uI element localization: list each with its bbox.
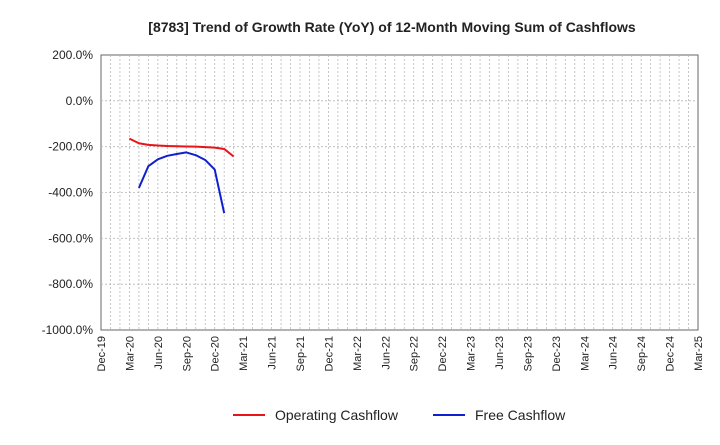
series-line-operating-cashflow [128, 137, 235, 158]
x-tick-label: Sep-24 [636, 336, 648, 371]
x-tick-label: Mar-22 [352, 336, 364, 371]
legend-label: Free Cashflow [475, 407, 566, 423]
chart-title: [8783] Trend of Growth Rate (YoY) of 12-… [148, 19, 636, 35]
x-tick-label: Mar-21 [238, 336, 250, 371]
x-tick-label: Dec-20 [210, 336, 222, 371]
x-tick-label: Dec-19 [96, 336, 108, 371]
x-tick-label: Sep-22 [409, 336, 421, 371]
x-tick-label: Dec-21 [323, 336, 335, 371]
x-tick-label: Mar-23 [466, 336, 478, 371]
x-axis: Dec-19 Mar-20 Jun-20 Sep-20 Dec-20 Mar-21 Jun-… [96, 336, 705, 371]
y-tick-label: -1000.0% [42, 323, 94, 337]
legend-item: Free Cashflow [433, 407, 566, 423]
x-tick-label: Dec-23 [551, 336, 563, 371]
x-tick-label: Jun-20 [153, 336, 165, 370]
x-tick-label: Jun-22 [380, 336, 392, 370]
y-tick-label: -400.0% [48, 186, 93, 200]
y-tick-label: 200.0% [52, 48, 93, 62]
y-tick-label: 0.0% [66, 94, 94, 108]
x-tick-label: Jun-24 [608, 336, 620, 370]
y-tick-label: -800.0% [48, 277, 93, 291]
series-line-free-cashflow [137, 151, 226, 214]
x-tick-label: Sep-23 [522, 336, 534, 371]
x-tick-label: Dec-22 [437, 336, 449, 371]
x-tick-label: Mar-20 [124, 336, 136, 371]
x-tick-label: Mar-25 [693, 336, 705, 371]
x-tick-label: Mar-24 [579, 336, 591, 371]
y-axis: 200.0% 0.0% -200.0% -400.0% -600.0% -800.0% -1… [42, 48, 94, 337]
legend: Operating Cashflow Free Cashflow [233, 407, 566, 423]
series-lines [128, 137, 235, 214]
y-tick-label: -200.0% [48, 140, 93, 154]
x-tick-label: Sep-21 [295, 336, 307, 371]
y-tick-label: -600.0% [48, 231, 93, 245]
x-tick-label: Dec-24 [665, 336, 677, 371]
x-tick-label: Sep-20 [181, 336, 193, 371]
legend-label: Operating Cashflow [275, 407, 399, 423]
grid-lines [101, 55, 698, 330]
x-tick-label: Jun-21 [267, 336, 279, 370]
x-tick-label: Jun-23 [494, 336, 506, 370]
legend-item: Operating Cashflow [233, 407, 399, 423]
